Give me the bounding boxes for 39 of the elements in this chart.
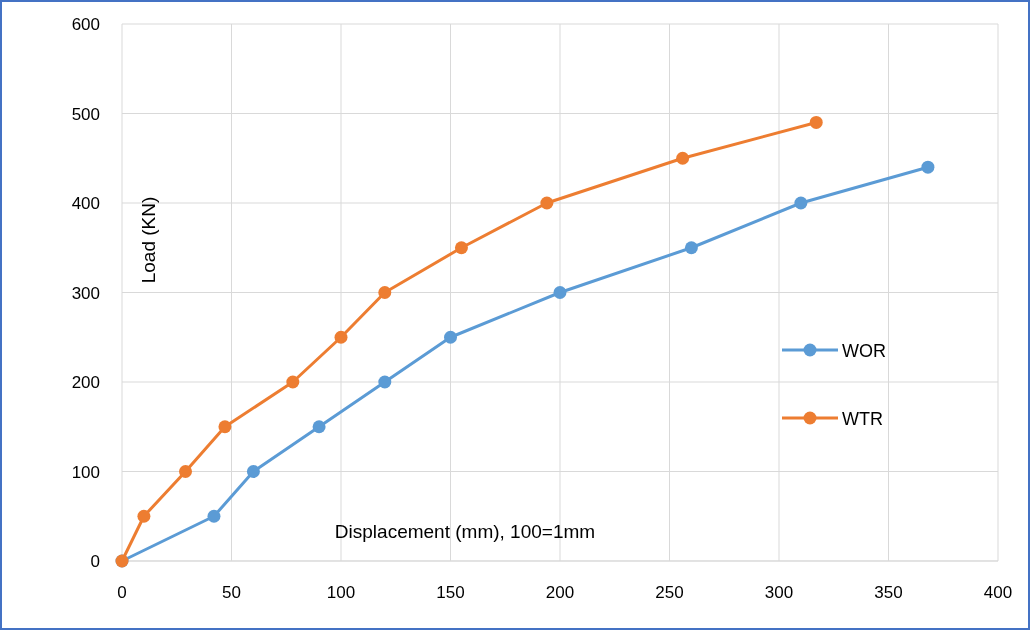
point [179,465,193,478]
x-tick-label: 350 [874,583,903,602]
point [809,115,823,129]
x-tick-label: 100 [326,583,356,602]
x-tick-label: 300 [764,583,794,602]
point [207,509,221,523]
x-tick-label: 200 [545,583,575,602]
y-tick-label: 400 [71,194,100,213]
y-axis-title: Load (KN) [138,196,159,284]
x-axis-title: Displacement (mm), 100=1mm [334,521,596,542]
point [444,330,457,344]
x-tick-label: 0 [117,583,127,602]
x-tick-label: 150 [436,583,465,602]
point [676,151,690,165]
point [312,420,326,434]
y-tick-label: 0 [90,552,100,571]
y-tick-label: 600 [71,15,100,34]
point [921,160,935,174]
point [286,375,300,389]
y-tick-label: 100 [71,462,100,482]
point [794,196,808,210]
point [540,196,554,210]
point [684,241,698,255]
x-tick-label: 250 [655,583,684,602]
x-tick-label: 400 [983,583,1013,602]
y-tick-label: 200 [71,373,100,392]
point [137,509,151,523]
point [218,420,232,434]
x-tick-label: 50 [222,583,241,602]
legend-label: WTR [842,409,883,429]
point [378,286,392,299]
point [454,241,468,255]
y-tick-label: 300 [71,283,100,303]
point [334,330,348,344]
point [378,375,392,389]
legend-label: WOR [842,341,886,361]
point [553,286,567,299]
y-tick-label: 500 [71,104,100,124]
point [246,465,260,478]
